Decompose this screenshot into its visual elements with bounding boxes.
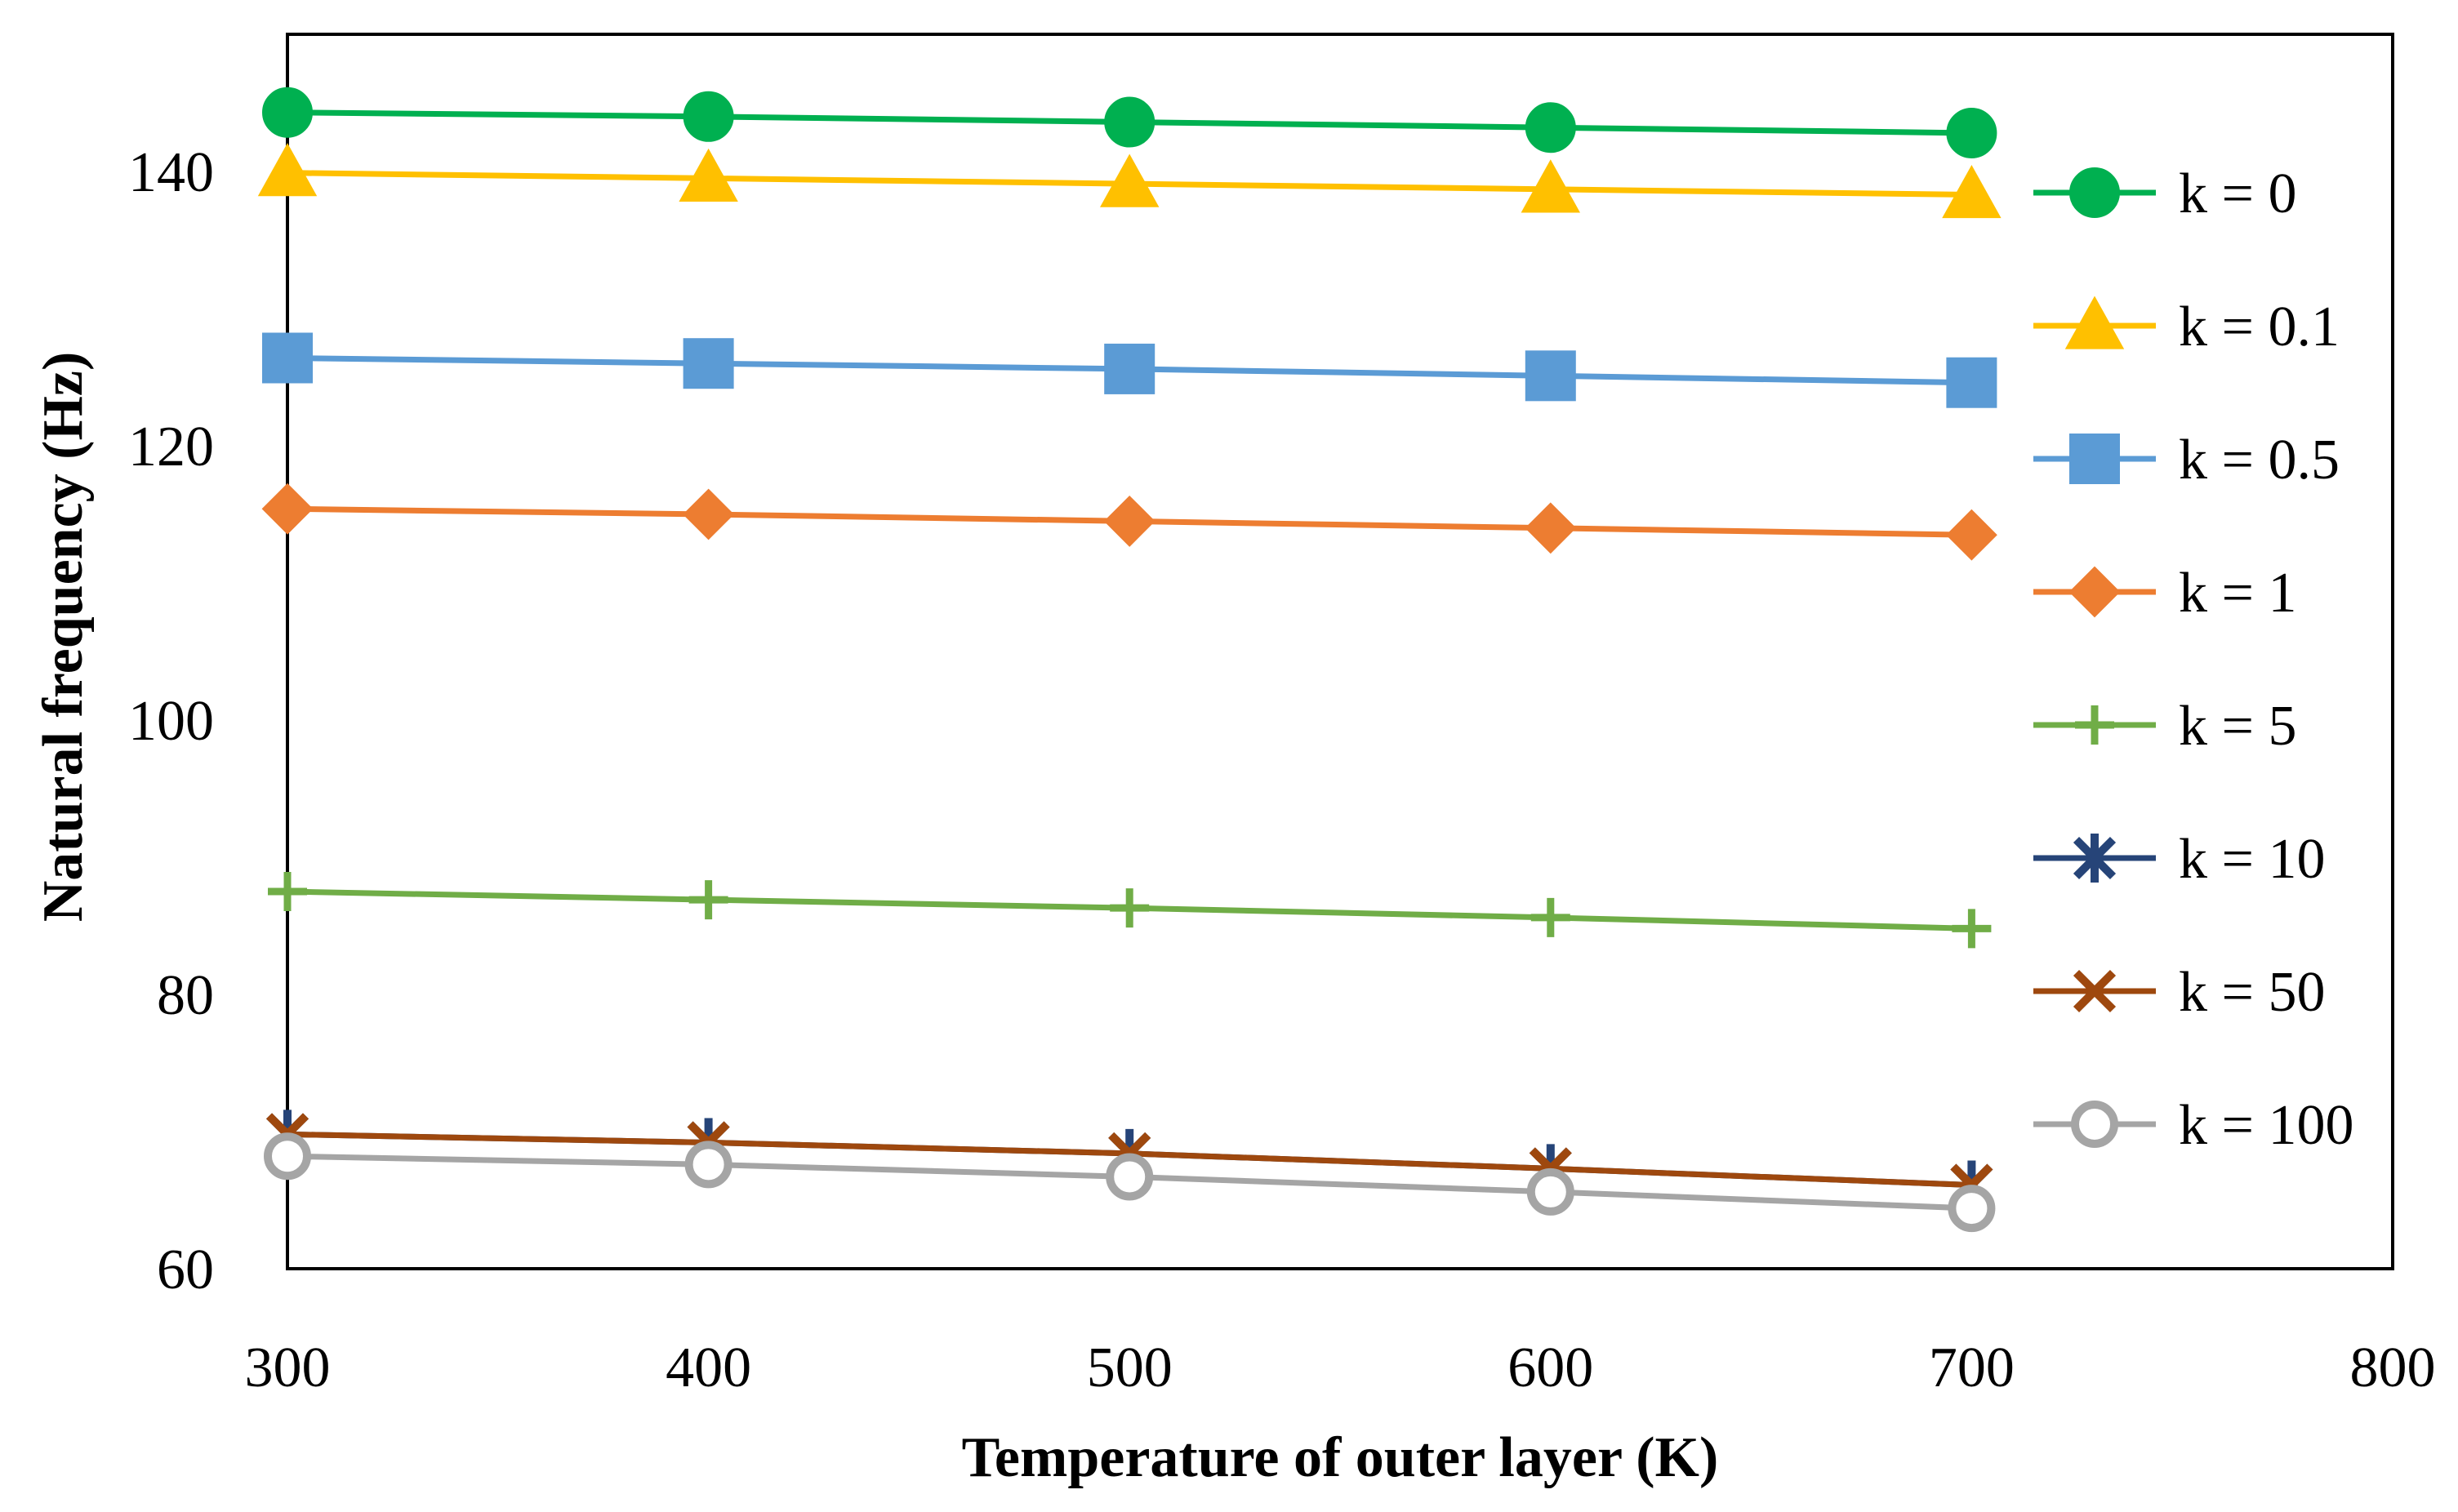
y-axis-ticks: 60 80 100 120 140 [128, 141, 214, 1301]
data-point-marker [1521, 159, 1580, 213]
legend-item: k = 1 [2033, 562, 2296, 625]
data-point-marker [1106, 1153, 1154, 1201]
x-tick-label: 500 [1087, 1336, 1173, 1399]
legend-marker [2073, 834, 2117, 883]
legend-item: k = 0.1 [2033, 296, 2340, 358]
y-tick-label: 60 [157, 1239, 214, 1301]
x-tick-label: 700 [1929, 1336, 2015, 1399]
data-point-marker [1526, 1167, 1574, 1216]
data-point-marker [1952, 909, 1992, 949]
legend-label: k = 0 [2179, 162, 2296, 225]
series-k0.1 [257, 143, 2002, 219]
y-axis-title: Natural frequency (Hz) [32, 352, 95, 923]
data-point-marker [1946, 107, 1997, 158]
legend-label: k = 50 [2179, 961, 2325, 1024]
legend-label: k = 0.5 [2179, 429, 2340, 491]
plot-area-frame [286, 33, 2394, 1270]
legend-item: k = 5 [2033, 695, 2296, 758]
data-point-marker [688, 880, 728, 920]
data-point-marker [1948, 1185, 1996, 1233]
legend-item: k = 0.5 [2033, 429, 2340, 491]
x-tick-label: 400 [666, 1336, 751, 1399]
legend-marker [2069, 167, 2120, 218]
x-tick-label: 600 [1507, 1336, 1593, 1399]
data-point-marker [679, 148, 738, 202]
data-point-marker [1525, 102, 1576, 153]
series-layer [257, 87, 2002, 1233]
data-point-marker [683, 488, 735, 540]
data-point-marker [1946, 357, 1997, 408]
y-tick-label: 120 [128, 416, 214, 478]
data-point-marker [1104, 343, 1156, 394]
data-point-marker [683, 91, 734, 142]
data-point-marker [264, 1132, 311, 1181]
data-point-marker [1104, 96, 1156, 148]
data-point-marker [1110, 888, 1150, 928]
legend-label: k = 0.1 [2179, 296, 2340, 358]
legend-marker [2073, 969, 2117, 1013]
legend-marker [2064, 296, 2125, 349]
data-point-marker [1103, 495, 1156, 547]
legend-item: k = 10 [2033, 828, 2325, 891]
data-point-marker [1100, 153, 1160, 207]
data-point-marker [261, 483, 314, 535]
data-point-marker [257, 143, 318, 197]
legend-label: k = 1 [2179, 562, 2296, 625]
legend-marker [2075, 705, 2114, 745]
legend-label: k = 100 [2179, 1094, 2353, 1157]
y-tick-label: 80 [157, 964, 214, 1027]
legend-label: k = 10 [2179, 828, 2325, 891]
data-point-marker [262, 87, 313, 138]
legend-marker [2068, 566, 2121, 618]
series-k1 [261, 483, 1997, 561]
y-tick-label: 100 [128, 690, 214, 753]
legend-item: k = 0 [2033, 162, 2296, 225]
legend-item: k = 50 [2033, 961, 2325, 1024]
legend-label: k = 5 [2179, 695, 2296, 758]
data-point-marker [268, 872, 307, 911]
x-axis-title: Temperature of outer layer (K) [962, 1426, 1719, 1489]
series-k0.5 [262, 332, 1997, 408]
legend-marker [2069, 434, 2120, 484]
legend-item: k = 100 [2033, 1094, 2353, 1157]
series-k0 [262, 87, 1997, 158]
y-tick-label: 140 [128, 141, 214, 204]
data-point-marker [683, 338, 734, 389]
data-point-marker [684, 1141, 733, 1189]
x-axis-ticks: 300 400 500 600 700 800 [245, 1336, 2436, 1399]
data-point-marker [1945, 509, 1997, 561]
data-point-marker [262, 332, 313, 384]
data-point-marker [1530, 897, 1570, 937]
series-k5 [268, 872, 1992, 949]
legend-marker [2071, 1101, 2118, 1148]
x-tick-label: 300 [245, 1336, 331, 1399]
legend: k = 0 k = 0.1 k = 0.5 k = 1 k = 5 k = 10 k = 5… [2033, 162, 2353, 1157]
data-point-marker [1525, 350, 1576, 402]
x-tick-label: 800 [2350, 1336, 2436, 1399]
data-point-marker [1525, 502, 1577, 554]
series-k100 [264, 1132, 1996, 1233]
data-point-marker [1942, 165, 2002, 219]
